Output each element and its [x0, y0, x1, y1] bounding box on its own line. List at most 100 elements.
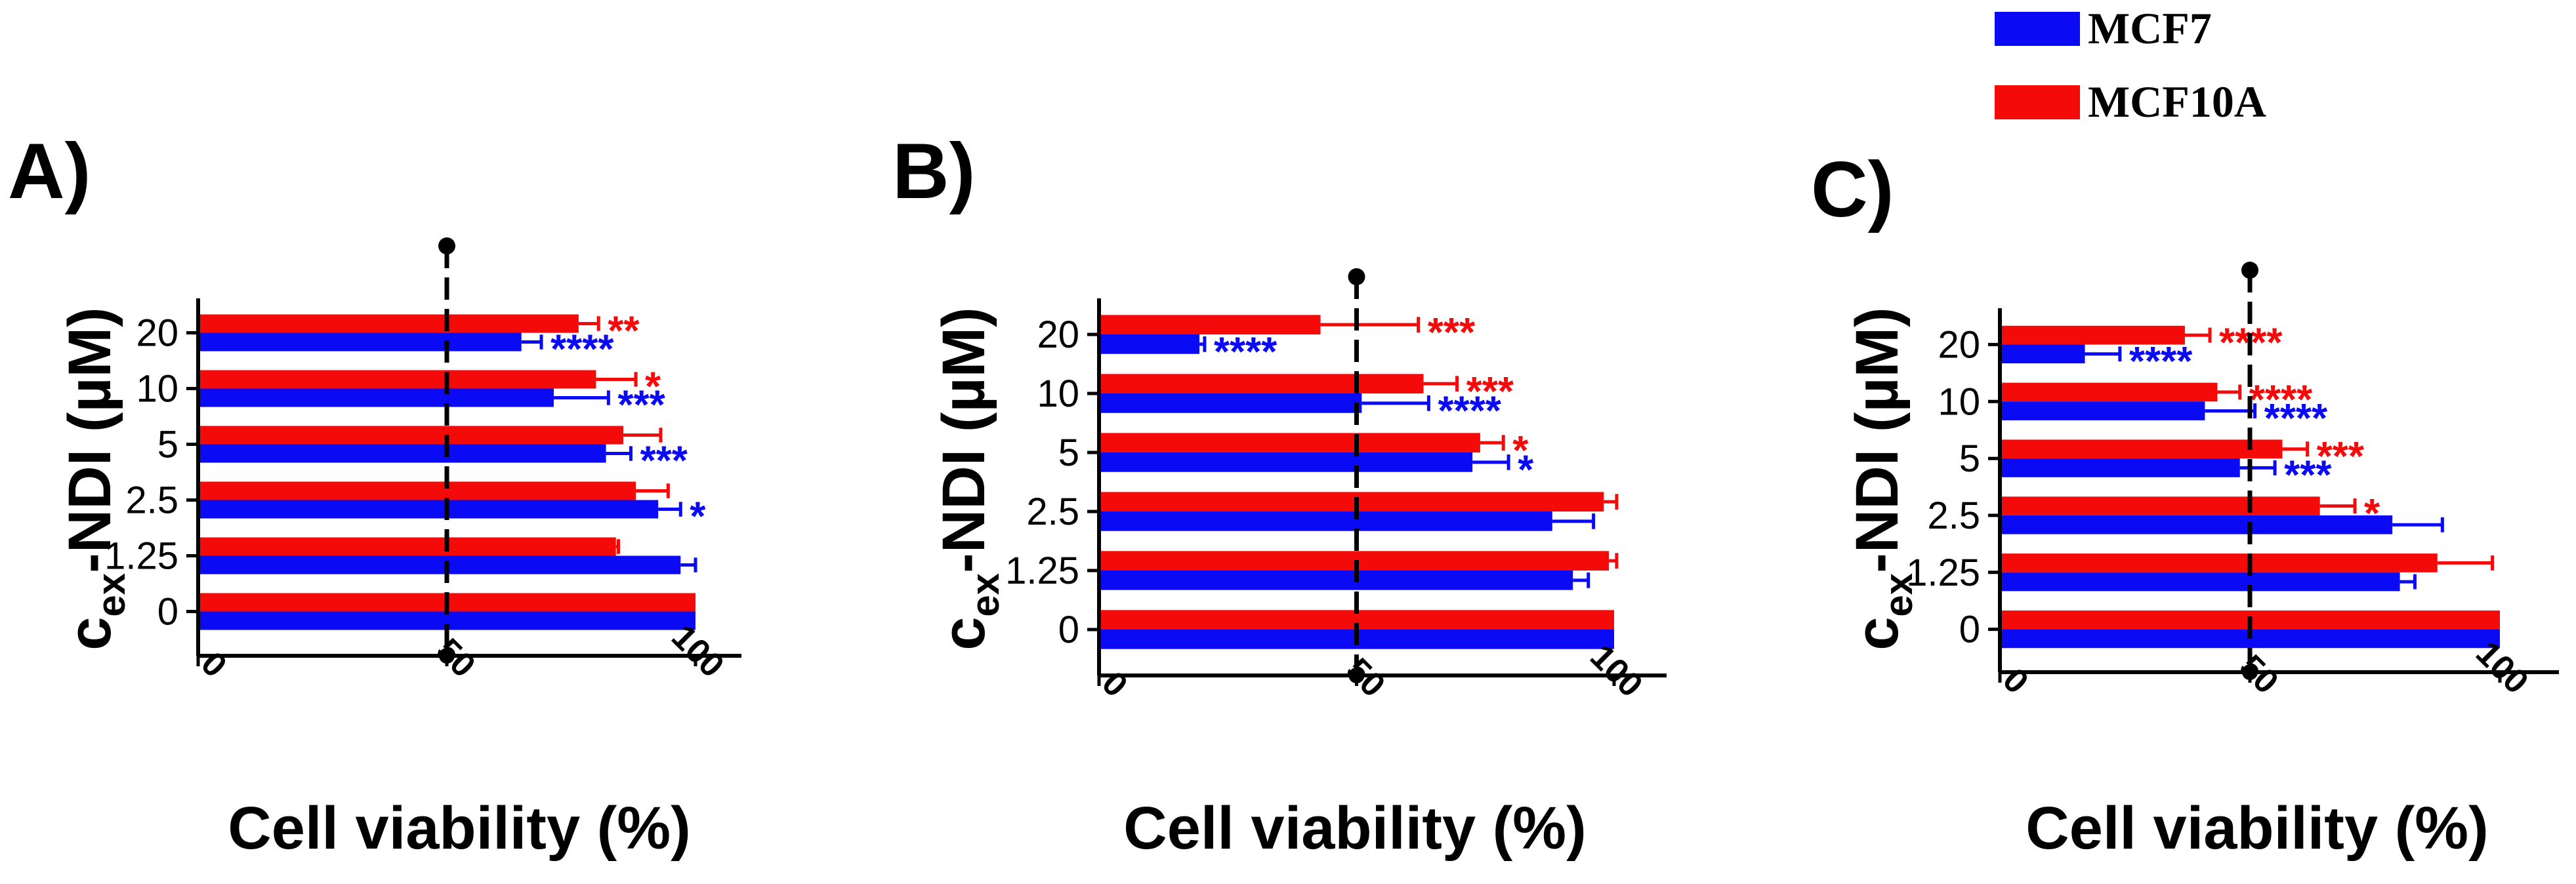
- significance-label: *: [1512, 428, 1529, 473]
- significance-label: ***: [617, 383, 665, 428]
- bar-mcf7: [2000, 458, 2240, 477]
- significance-label: ****: [1438, 389, 1501, 434]
- x-tick-label: 50: [1339, 651, 1392, 705]
- x-axis-label: Cell viability (%): [2025, 795, 2489, 862]
- bar-mcf10a: [1099, 492, 1604, 512]
- y-axis-label: cex-NDI (µM): [1844, 307, 1921, 650]
- legend-swatch-mcf10a: [1995, 85, 2080, 119]
- reference-line-bottom-dot: [439, 648, 455, 664]
- bar-mcf10a: [1099, 374, 1424, 393]
- significance-label: ***: [2284, 453, 2332, 498]
- y-axis-label-sub: ex: [1877, 573, 1921, 617]
- significance-label: *: [690, 494, 706, 540]
- bar-mcf10a: [2000, 325, 2185, 345]
- y-tick-label: 1.25: [1906, 552, 1980, 594]
- bar-mcf7: [1099, 571, 1573, 590]
- bar-mcf7: [198, 332, 522, 352]
- y-axis-label-rest: -NDI (µM): [1844, 307, 1911, 573]
- bar-mcf10a: [198, 537, 616, 556]
- bar-mcf7: [198, 500, 659, 519]
- reference-line-bottom-dot: [1348, 668, 1365, 683]
- significance-label: *: [1518, 448, 1534, 493]
- bar-mcf7: [198, 444, 606, 463]
- y-tick-label: 10: [1938, 380, 1980, 423]
- y-axis-label: cex-NDI (µM): [56, 307, 133, 650]
- x-axis-label: Cell viability (%): [1123, 795, 1587, 862]
- reference-line-top-dot: [1348, 268, 1365, 285]
- y-axis-label: cex-NDI (µM): [930, 307, 1007, 650]
- significance-label: ****: [551, 327, 614, 372]
- bar-mcf7: [1099, 393, 1362, 413]
- legend-label-mcf7: MCF7: [2088, 3, 2212, 53]
- y-tick-label: 1.25: [104, 535, 178, 578]
- significance-label: ***: [2317, 434, 2365, 479]
- panel-label: C): [1811, 146, 1894, 233]
- bar-mcf7: [2000, 344, 2085, 364]
- significance-label: *: [645, 365, 661, 410]
- significance-label: ****: [2129, 339, 2193, 384]
- y-tick-label: 10: [1037, 372, 1079, 415]
- bar-mcf10a: [2000, 496, 2320, 515]
- y-tick-label: 1.25: [1005, 550, 1079, 592]
- y-axis-label-sub: ex: [89, 573, 133, 617]
- bar-mcf7: [198, 555, 681, 574]
- y-axis-label-sub: ex: [963, 573, 1007, 617]
- legend-label-mcf10a: MCF10A: [2088, 77, 2266, 127]
- bar-mcf7: [198, 388, 554, 407]
- y-tick-label: 10: [136, 368, 178, 411]
- bar-mcf10a: [2000, 553, 2438, 573]
- panel-c: C) cex-NDI (µM) Cell viability (%) 0 1.25…: [1811, 146, 2559, 862]
- bar-mcf7: [1099, 452, 1473, 472]
- significance-label: ***: [1466, 369, 1514, 414]
- y-tick-label: 20: [136, 312, 178, 355]
- significance-label: *: [2364, 491, 2380, 536]
- bar-mcf10a: [2000, 382, 2218, 402]
- panel-label: B): [892, 127, 976, 215]
- bar-mcf10a: [1099, 551, 1610, 571]
- plot-area: 01.25*2.5******5********10********200501…: [1906, 262, 2559, 701]
- bar-mcf10a: [198, 314, 579, 333]
- legend: MCF7 MCF10A: [1995, 3, 2266, 127]
- y-axis-label-main: c: [1844, 617, 1911, 651]
- y-tick-label: 2.5: [1026, 491, 1079, 533]
- significance-label: ***: [1428, 310, 1476, 355]
- y-tick-label: 0: [1959, 609, 1980, 651]
- y-axis-label-rest: -NDI (µM): [56, 307, 123, 573]
- significance-label: ****: [2249, 377, 2313, 422]
- plot-area: 01.25*2.5***5****10******200 50 100: [104, 237, 741, 685]
- panel-label: A): [8, 127, 91, 215]
- y-axis-label-rest: -NDI (µM): [930, 307, 997, 573]
- x-tick-label: 50: [429, 632, 483, 685]
- bar-mcf10a: [198, 481, 636, 500]
- y-axis-label-main: c: [56, 617, 123, 651]
- bar-mcf7: [1099, 512, 1552, 531]
- reference-line-bottom-dot: [2242, 664, 2258, 680]
- y-tick-label: 2.5: [125, 479, 178, 522]
- bar-mcf7: [2000, 572, 2400, 592]
- reference-line-top-dot: [438, 237, 455, 254]
- significance-label: ***: [640, 439, 688, 484]
- bar-mcf7: [2000, 515, 2393, 534]
- plot-area: 01.252.5**5*******10*******200 50 100: [1005, 268, 1667, 704]
- x-tick-label: 50: [2232, 648, 2286, 702]
- bar-mcf10a: [2000, 439, 2283, 459]
- panel-a: A) cex-NDI (µM) Cell viability (%) 0 1.25…: [8, 127, 741, 862]
- y-tick-label: 0: [157, 591, 178, 633]
- bar-mcf7: [1099, 334, 1200, 354]
- y-tick-label: 2.5: [1927, 494, 1980, 537]
- y-tick-label: 5: [1058, 432, 1079, 474]
- bar-mcf7: [2000, 401, 2205, 420]
- bar-mcf10a: [1099, 433, 1480, 452]
- y-tick-label: 20: [1938, 323, 1980, 366]
- bar-mcf10a: [198, 370, 596, 389]
- reference-line-top-dot: [2241, 262, 2258, 279]
- y-tick-label: 20: [1037, 313, 1079, 356]
- significance-label: ****: [2264, 396, 2328, 441]
- y-tick-label: 0: [1058, 609, 1079, 651]
- panel-b: B) cex-NDI (µM) Cell viability (%) 0 1.25…: [892, 127, 1667, 862]
- significance-label: ****: [1214, 330, 1278, 375]
- significance-label: **: [608, 309, 640, 354]
- legend-swatch-mcf7: [1995, 12, 2080, 46]
- y-tick-label: 5: [1959, 437, 1980, 480]
